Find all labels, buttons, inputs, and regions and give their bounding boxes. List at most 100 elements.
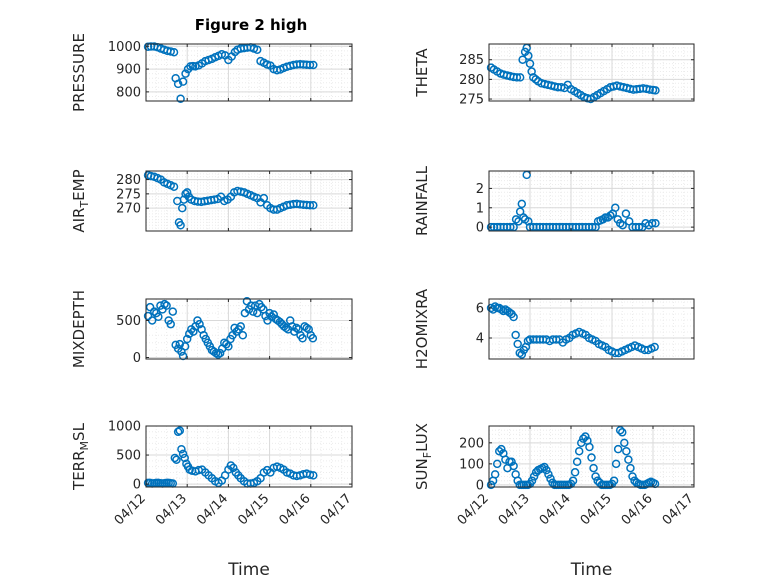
x-axis-label: Time xyxy=(570,560,613,580)
y-tick-label: 0 xyxy=(133,351,141,366)
data-point xyxy=(181,69,190,78)
data-point xyxy=(178,449,188,459)
data-point xyxy=(529,472,539,481)
data-point xyxy=(621,209,631,218)
data-point xyxy=(177,444,186,454)
data-point xyxy=(546,474,555,483)
y-axis-label-sub: F xyxy=(421,452,434,458)
data-point xyxy=(166,319,175,329)
data-point xyxy=(495,446,504,456)
data-point xyxy=(650,342,659,352)
data-point xyxy=(524,217,533,226)
y-axis-label-main: TERR xyxy=(70,450,88,491)
data-point xyxy=(620,438,629,448)
data-point xyxy=(581,432,590,441)
subplot-5: 0 500 MIXDEPTH xyxy=(70,290,353,368)
data-point xyxy=(507,457,516,467)
y-axis-label: RAINFALL xyxy=(413,165,431,236)
data-point xyxy=(523,336,533,346)
data-point xyxy=(645,85,654,94)
data-point xyxy=(180,453,189,463)
data-point xyxy=(298,334,307,343)
data-point xyxy=(309,60,318,70)
axes-box xyxy=(145,298,353,360)
data-point xyxy=(572,457,582,467)
data-point xyxy=(232,327,241,336)
data-point xyxy=(267,312,276,322)
data-point xyxy=(651,219,660,228)
y-axis-label-rest: EMP xyxy=(70,169,88,200)
data-point xyxy=(518,55,527,64)
data-point xyxy=(143,42,153,51)
data-point xyxy=(509,312,518,322)
data-point xyxy=(527,476,537,485)
data-point xyxy=(647,219,657,228)
data-point xyxy=(525,59,535,68)
y-axis-label: THETA xyxy=(413,48,431,98)
data-point xyxy=(176,94,185,103)
figure-title: Figure 2 high xyxy=(195,16,308,34)
y-tick-label: 500 xyxy=(116,314,141,329)
data-point xyxy=(622,446,631,456)
y-axis-label-main: AIR xyxy=(70,208,88,233)
data-point xyxy=(568,476,578,485)
data-point xyxy=(292,323,301,333)
data-point xyxy=(515,73,525,82)
data-point xyxy=(236,322,246,331)
y-tick-label: 0 xyxy=(476,478,484,493)
data-point xyxy=(229,463,238,473)
y-axis-label: PRESSURE xyxy=(70,33,88,112)
data-point xyxy=(169,182,179,191)
data-point xyxy=(182,188,192,197)
data-point xyxy=(309,471,318,480)
data-point xyxy=(624,455,633,464)
y-axis-label-rest: LUX xyxy=(413,423,431,452)
data-point xyxy=(269,310,278,319)
data-point xyxy=(175,426,185,435)
data-point xyxy=(178,77,188,86)
data-point xyxy=(308,334,318,343)
y-tick-label: 0 xyxy=(476,221,484,236)
x-axis-label: Time xyxy=(227,560,270,580)
data-point xyxy=(178,351,188,361)
data-point xyxy=(302,323,311,333)
data-point xyxy=(490,470,500,479)
data-point xyxy=(305,60,315,70)
data-point xyxy=(169,47,179,57)
data-point xyxy=(609,476,619,485)
y-tick-label: 2 xyxy=(476,182,484,197)
data-point xyxy=(252,45,262,54)
data-point xyxy=(651,86,660,95)
data-point xyxy=(517,199,527,209)
data-point xyxy=(492,459,502,469)
data-point xyxy=(611,203,620,213)
data-point xyxy=(178,203,187,213)
axes-box xyxy=(488,43,695,102)
data-point xyxy=(511,330,520,340)
data-point xyxy=(585,442,594,452)
data-point xyxy=(486,303,496,313)
y-axis-label: AIRTEMP xyxy=(70,169,91,232)
y-axis-label: SUNFLUX xyxy=(413,423,434,490)
data-point xyxy=(170,453,180,463)
axes-box xyxy=(488,425,695,488)
data-point xyxy=(213,350,223,359)
y-axis-label-main: SUN xyxy=(413,458,431,490)
data-point xyxy=(542,465,551,475)
y-tick-label: 0 xyxy=(133,478,141,493)
axes-box xyxy=(488,170,695,232)
data-point xyxy=(544,470,553,479)
data-point xyxy=(551,335,561,344)
subplot-6: 4 6 H2OMIXRA xyxy=(413,288,695,369)
data-point xyxy=(486,480,496,490)
data-point xyxy=(589,463,598,473)
subplot-2: 275 280 285 THETA xyxy=(413,43,695,108)
axes-box xyxy=(145,425,353,488)
data-point xyxy=(509,461,518,471)
data-point xyxy=(626,463,635,473)
y-axis-label: H2OMIXRA xyxy=(413,288,431,369)
data-point xyxy=(570,468,580,477)
subplot-4: 0 1 2 RAINFALL xyxy=(413,165,695,236)
